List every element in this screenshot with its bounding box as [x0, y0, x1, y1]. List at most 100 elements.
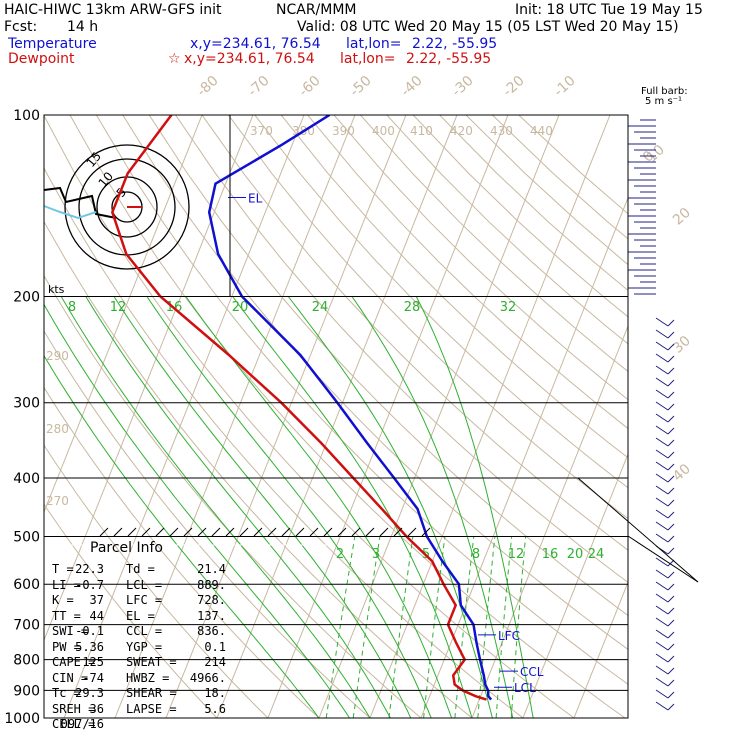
wind-barb [667, 475, 675, 483]
temperature-legend: Temperature [8, 36, 97, 52]
parcel-info-key: EL = [126, 608, 155, 623]
wind-barb [655, 437, 669, 447]
wind-barb [655, 353, 669, 363]
mixing-ratio-label: 2 [336, 547, 344, 562]
pressure-tick-label: 300 [13, 396, 40, 412]
wind-barb [667, 487, 675, 495]
pressure-tick-label: 400 [13, 471, 40, 487]
wind-barb [655, 677, 669, 687]
wind-barb [655, 473, 669, 483]
parcel-info-value: 728. [197, 593, 226, 607]
wind-barb [655, 449, 669, 459]
parcel-info-key: SHEAR = [126, 686, 177, 700]
wind-barb [667, 559, 675, 567]
mixing-ratio-label: 20 [232, 300, 249, 315]
wind-barb [667, 583, 675, 591]
freezing-hatch [323, 527, 333, 537]
wind-barb [667, 379, 675, 387]
mixing-ratio-line [352, 536, 381, 718]
parcel-info-key: LCL = [126, 577, 163, 592]
parcel-info-key: TT = [52, 608, 81, 623]
dry-adiabat-line [44, 115, 218, 718]
level-label-lcl: LCL [514, 681, 536, 695]
mixing-ratio-label: 20 [567, 547, 584, 562]
inset-edge [627, 535, 699, 583]
freezing-hatch [211, 527, 221, 537]
theta-label: 440 [530, 124, 553, 138]
parcel-info-value: 18. [204, 686, 226, 700]
pressure-tick-label: 800 [13, 653, 40, 669]
freezing-hatch [169, 527, 179, 537]
wind-barb [655, 557, 669, 567]
temperature-xy: x,y=234.61, 76.54 [190, 36, 321, 52]
barb-key-line2: 5 m s⁻¹ [645, 96, 682, 107]
wind-barb [667, 595, 675, 603]
parcel-info-value: 125 [82, 655, 104, 669]
pressure-tick-label: 500 [13, 529, 40, 545]
wind-barb [667, 355, 675, 363]
parcel-info-value: -74 [82, 670, 104, 685]
wind-barb [667, 655, 675, 663]
freezing-hatch [99, 527, 109, 537]
freezing-hatch [267, 527, 277, 537]
parcel-info-value: 214 [204, 655, 226, 669]
wind-barb [655, 401, 669, 411]
parcel-info-value: 44 [89, 608, 104, 623]
temperature-latlon: 2.22, -55.95 [412, 36, 498, 52]
wind-barbs [628, 119, 675, 711]
wind-barb [667, 343, 675, 351]
dry-adiabat-line [175, 115, 628, 718]
parcel-info-key: LAPSE = [126, 701, 177, 716]
freezing-hatch [281, 527, 291, 537]
dewpoint-latlon-label: lat,lon= [340, 51, 396, 67]
wind-barb [667, 451, 675, 459]
dry-adiabat-line [44, 115, 371, 718]
wind-barb [655, 617, 669, 627]
dry-adiabat-line [44, 115, 473, 718]
wind-barb [655, 533, 669, 543]
parcel-info-key: LFC = [126, 593, 163, 607]
theta-label: 400 [372, 124, 395, 138]
freezing-hatch [421, 527, 431, 537]
mixing-ratio-line [325, 536, 356, 718]
isotherm-label: -40 [398, 73, 426, 100]
parcel-info-key: T = [52, 562, 74, 576]
parcel-box-rules [44, 115, 699, 583]
moist-adiabat-line [351, 296, 514, 718]
dry-adiabat-line [44, 115, 320, 718]
wind-barb [667, 535, 675, 543]
wind-barb [667, 667, 675, 675]
isotherm-line [369, 115, 611, 718]
parcel-info-value: -0.7 [75, 577, 104, 592]
wind-barb [667, 319, 675, 327]
hodograph-trace [43, 186, 117, 219]
dry-adiabat-line [280, 115, 628, 718]
parcel-info-value: 097/16 [60, 717, 104, 731]
agency-label: NCAR/MMM [276, 2, 357, 18]
wind-barb [667, 403, 675, 411]
wind-barb [667, 643, 675, 651]
dry-adiabat-line [201, 115, 628, 718]
wind-barb [667, 427, 675, 435]
dry-adiabat-line [227, 115, 628, 718]
dry-adiabat-line [386, 115, 628, 718]
freezing-hatch [393, 527, 403, 537]
wind-barb [655, 653, 669, 663]
mixing-ratio-line [423, 536, 446, 718]
isotherm-label: -50 [347, 73, 375, 100]
parcel-info-key: SWEAT = [126, 655, 177, 669]
theta-label: 280 [46, 422, 69, 436]
pressure-tick-label: 700 [13, 618, 40, 634]
dewpoint-xy: x,y=234.61, 76.54 [184, 51, 315, 67]
isotherm-line [216, 115, 458, 718]
isotherm-label: 20 [670, 205, 694, 229]
isotherm-line [522, 115, 628, 718]
isotherm-line [165, 115, 407, 718]
mixing-ratio-label: 12 [508, 547, 525, 562]
wind-barb [655, 461, 669, 471]
mixing-ratio-label: 28 [404, 300, 421, 315]
isotherm-line [114, 115, 356, 718]
parcel-info-key: SWI = [52, 624, 89, 638]
mixing-ratio-label: 24 [588, 547, 605, 562]
